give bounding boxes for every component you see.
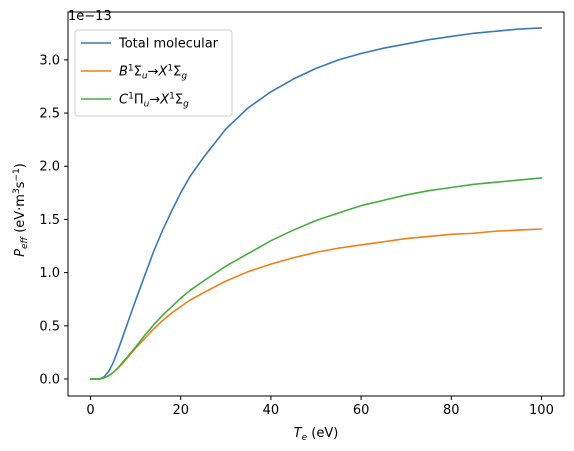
plot-area: [89, 27, 543, 380]
y-label-main: P: [13, 249, 28, 257]
x-tick-label: 0: [86, 403, 94, 418]
y-axis-ticks: 0.0 0.5 1.0 1.5 2.0 2.5 3.0: [39, 53, 68, 387]
x-axis-label: Te (eV): [294, 426, 339, 443]
y-axis-label: Peff (eV·m3s−1): [12, 163, 30, 257]
y-tick-label: 1.0: [39, 266, 60, 281]
y-tick-label: 2.5: [39, 107, 60, 122]
series-line-0: [89, 27, 543, 380]
offset-base: 1e: [68, 9, 84, 24]
y-label-unit-pre: (eV·m: [13, 194, 28, 237]
legend-label-2: C1Πu→X1Σg: [119, 92, 189, 110]
y-tick-label: 0.5: [39, 319, 60, 334]
x-tick-label: 100: [529, 403, 554, 418]
y-offset-text: 1e−13: [68, 9, 112, 24]
legend-label-0: Total molecular: [118, 37, 219, 52]
axes-frame: [67, 11, 565, 397]
y-tick-label: 2.0: [39, 160, 60, 175]
x-axis-ticks: 0 20 40 60 80 100: [86, 396, 554, 418]
y-label-unit-mid: s: [13, 181, 28, 188]
series-line-1: [89, 228, 543, 380]
x-label-main: T: [294, 426, 303, 441]
y-label-unit-sup2: −1: [12, 168, 22, 181]
y-tick-label: 0.0: [39, 372, 60, 387]
series-line-2: [89, 177, 543, 380]
x-label-sub: e: [302, 433, 308, 443]
y-label-unit-post: ): [13, 163, 28, 168]
y-tick-label: 1.5: [39, 213, 60, 228]
x-label-unit: (eV): [307, 426, 338, 441]
y-label-sub: eff: [20, 235, 30, 249]
y-tick-label: 3.0: [39, 53, 60, 68]
legend-label-1: B1Σu→X1Σg: [119, 64, 187, 82]
x-tick-label: 20: [172, 403, 189, 418]
legend-box: [74, 29, 233, 117]
x-tick-label: 60: [353, 403, 370, 418]
legend: Total molecular B1Σu→X1Σg C1Πu→X1Σg: [74, 29, 233, 117]
y-label-unit-sup1: 3: [12, 188, 22, 194]
x-tick-label: 80: [443, 403, 460, 418]
offset-exp: −13: [84, 9, 111, 24]
x-tick-label: 40: [263, 403, 280, 418]
